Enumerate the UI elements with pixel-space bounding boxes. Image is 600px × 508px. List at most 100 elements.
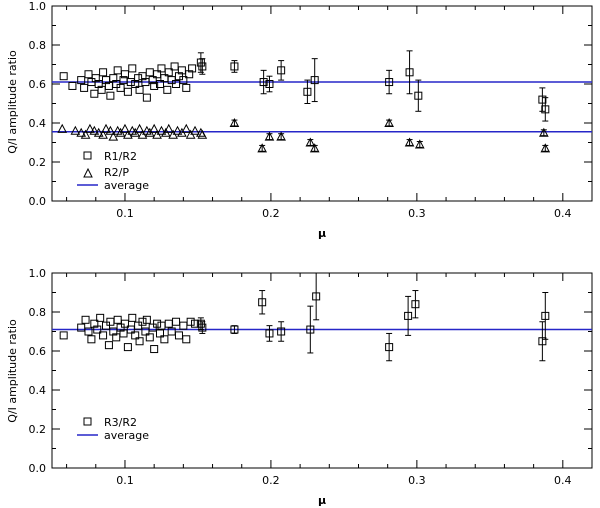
bottom-r3r2-point bbox=[230, 325, 239, 334]
top-r1r2-point bbox=[310, 76, 319, 85]
bottom-scatter-panel: Q/I amplitude ratio μ R3/R2 average 0.1 0… bbox=[6, 267, 593, 507]
top-r1r2-point bbox=[91, 74, 100, 83]
bottom-r3r2-point bbox=[84, 327, 93, 336]
top-legend-swatch-r2p bbox=[83, 167, 93, 178]
top-r1r2-point bbox=[277, 66, 286, 75]
top-plot-frame bbox=[51, 5, 593, 202]
top-r2p-point bbox=[229, 117, 240, 127]
top-r1r2-point bbox=[265, 80, 274, 88]
bottom-r3r2-point bbox=[156, 329, 164, 338]
top-r2p-point bbox=[85, 123, 95, 133]
top-r2p-point bbox=[540, 143, 551, 153]
top-r2p-point bbox=[57, 123, 68, 133]
bottom-x-tick-label: 0.1 bbox=[116, 474, 134, 487]
bottom-r3r2-point bbox=[138, 317, 147, 326]
bottom-r3r2-point bbox=[96, 313, 105, 322]
bottom-y-tick-label: 0.4 bbox=[29, 384, 47, 397]
top-r2p-point bbox=[76, 127, 87, 137]
top-r1r2-point bbox=[303, 87, 312, 96]
top-r1r2-point bbox=[106, 91, 115, 100]
bottom-r3r2-point bbox=[160, 335, 169, 344]
bottom-r3r2-point bbox=[87, 335, 96, 344]
top-r1r2-point bbox=[230, 62, 239, 71]
bottom-legend-label-r3r2: R3/R2 bbox=[104, 416, 137, 429]
bottom-r3r2-point bbox=[258, 298, 267, 307]
top-r1r2-point bbox=[59, 72, 68, 81]
top-r1r2-point bbox=[414, 91, 423, 100]
bottom-r3r2-point bbox=[541, 311, 550, 320]
top-r2p-point bbox=[384, 117, 394, 127]
top-r2p-point bbox=[309, 143, 320, 153]
top-y-axis-title: Q/I amplitude ratio bbox=[6, 50, 19, 154]
bottom-r3r2-point bbox=[404, 311, 413, 320]
bottom-r3r2-point bbox=[179, 321, 188, 330]
top-legend: R1/R2 R2/P average bbox=[77, 150, 149, 192]
bottom-x-tick-label: 0.3 bbox=[408, 474, 426, 487]
top-r1r2-point bbox=[80, 83, 89, 92]
top-y-tick-label: 1.0 bbox=[29, 0, 47, 13]
top-r1r2-point bbox=[179, 76, 188, 85]
bottom-r3r2-point bbox=[59, 331, 68, 340]
top-r1r2-point bbox=[188, 64, 197, 73]
bottom-r3r2-point bbox=[145, 333, 154, 342]
bottom-r3r2-point bbox=[99, 331, 108, 340]
bottom-r3r2-point bbox=[104, 341, 113, 350]
bottom-y-axis-title: Q/I amplitude ratio bbox=[6, 319, 19, 423]
top-legend-label-r1r2: R1/R2 bbox=[104, 150, 137, 163]
top-r1r2-point bbox=[120, 70, 129, 79]
bottom-y-tick-label: 0.0 bbox=[29, 462, 47, 475]
top-r2p-point bbox=[105, 125, 116, 135]
bottom-r3r2-point bbox=[538, 337, 547, 346]
top-r2p-point bbox=[190, 125, 200, 135]
top-r1r2-point bbox=[90, 89, 99, 98]
top-r1r2-point bbox=[163, 85, 172, 94]
top-r2p-point bbox=[257, 143, 267, 153]
bottom-r3r2-point bbox=[277, 327, 286, 336]
top-r2p-point bbox=[149, 123, 159, 133]
bottom-x-axis-title: μ bbox=[318, 494, 326, 507]
top-r2p-point bbox=[134, 123, 145, 133]
bottom-r3r2-point bbox=[265, 329, 274, 338]
top-r1r2-point bbox=[185, 70, 194, 79]
top-r2p-point bbox=[93, 127, 104, 137]
bottom-y-tick-label: 0.6 bbox=[29, 345, 47, 358]
top-r2p-point bbox=[120, 123, 130, 133]
bottom-r3r2-point bbox=[135, 337, 144, 346]
bottom-r3r2-point bbox=[81, 315, 90, 324]
bottom-r3r2-point bbox=[172, 317, 181, 326]
top-r2p-point bbox=[305, 137, 316, 147]
bottom-r3r2-point bbox=[120, 319, 129, 328]
top-x-tick-label: 0.3 bbox=[408, 207, 426, 220]
top-r2p-point bbox=[156, 125, 167, 135]
bottom-x-tick-label: 0.4 bbox=[554, 474, 572, 487]
bottom-r3r2-point bbox=[90, 319, 99, 328]
top-x-tick-label: 0.4 bbox=[554, 207, 572, 220]
bottom-r3r2-point bbox=[312, 292, 321, 301]
bottom-r3r2-point bbox=[123, 343, 132, 352]
top-r2p-point bbox=[80, 129, 91, 139]
top-r2p-point bbox=[101, 123, 111, 133]
bottom-r3r2-point bbox=[306, 325, 315, 334]
top-r2p-point bbox=[264, 131, 275, 141]
top-r1r2-point bbox=[77, 76, 86, 85]
top-r1r2-point bbox=[123, 87, 132, 96]
bottom-r3r2-point bbox=[174, 331, 183, 340]
top-r2p-point bbox=[404, 137, 415, 147]
bottom-r3r2-point bbox=[198, 323, 207, 332]
top-r1r2-point bbox=[109, 74, 118, 83]
bottom-y-tick-label: 1.0 bbox=[29, 267, 47, 280]
top-legend-label-average: average bbox=[104, 179, 149, 192]
top-x-tick-label: 0.2 bbox=[262, 207, 280, 220]
top-r2p-point bbox=[163, 123, 174, 133]
top-r1r2-point bbox=[385, 78, 394, 87]
top-r1r2-point bbox=[182, 83, 191, 92]
top-r1r2-point bbox=[538, 95, 547, 104]
top-r1r2-point bbox=[68, 81, 77, 90]
bottom-r3r2-point bbox=[131, 331, 140, 340]
top-r1r2-point bbox=[259, 78, 268, 87]
bottom-r3r2-point bbox=[385, 343, 394, 352]
bottom-legend-label-average: average bbox=[104, 429, 149, 442]
top-r1r2-point bbox=[99, 68, 108, 77]
bottom-x-tick-label: 0.2 bbox=[262, 474, 280, 487]
top-r1r2-point bbox=[150, 81, 159, 90]
